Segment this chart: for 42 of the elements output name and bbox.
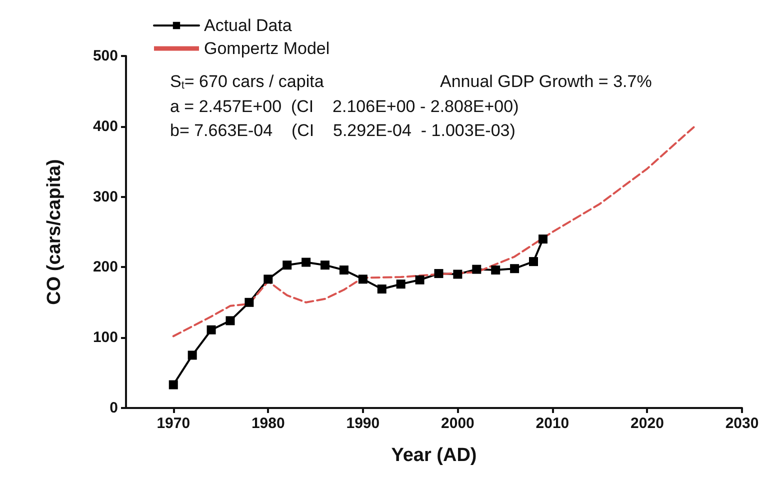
point <box>538 234 548 244</box>
x-tick-label: 1970 <box>156 415 190 432</box>
annotation: a = 2.457E+00 (CI 2.106E+00 - 2.808E+00) <box>170 97 519 116</box>
point <box>491 266 500 275</box>
point <box>244 298 254 307</box>
y-axis-title: CO (cars/capita) <box>44 159 65 305</box>
point <box>264 274 273 284</box>
point <box>434 269 444 278</box>
annotation: b= 7.663E-04 (CI 5.292E-04 - 1.003E-03) <box>170 121 516 140</box>
point <box>188 350 197 360</box>
y-tick-label: 400 <box>92 118 118 135</box>
annotation: Annual GDP Growth = 3.7% <box>440 72 652 91</box>
x-tick-label: 2010 <box>536 415 570 432</box>
x-tick-label: 2000 <box>441 415 474 432</box>
x-tick-label: 1990 <box>346 415 380 432</box>
point <box>206 325 216 334</box>
y-tick-label: 100 <box>92 329 118 346</box>
x-tick-label: 2030 <box>725 415 759 432</box>
point <box>529 257 538 266</box>
x-tick-label: 2020 <box>630 415 664 432</box>
point <box>168 380 178 390</box>
point <box>282 260 292 270</box>
point <box>510 264 520 274</box>
point <box>302 258 311 267</box>
point <box>415 275 424 284</box>
legend-label: Gompertz Model <box>204 39 330 58</box>
y-tick-label: 300 <box>92 188 118 206</box>
x-axis-title: Year (AD) <box>391 445 477 466</box>
y-tick-label: 500 <box>92 48 118 64</box>
point <box>358 274 368 284</box>
point <box>396 280 406 289</box>
y-tick-label: 0 <box>110 400 118 416</box>
line-series <box>172 125 696 338</box>
point <box>320 260 330 270</box>
x-tick-label: 1980 <box>251 415 285 432</box>
point <box>377 284 386 294</box>
point <box>453 270 462 279</box>
legend-label: Actual Data <box>204 16 292 35</box>
point <box>472 264 482 274</box>
y-tick-label: 200 <box>92 258 118 276</box>
point <box>226 316 235 326</box>
point <box>339 266 348 275</box>
